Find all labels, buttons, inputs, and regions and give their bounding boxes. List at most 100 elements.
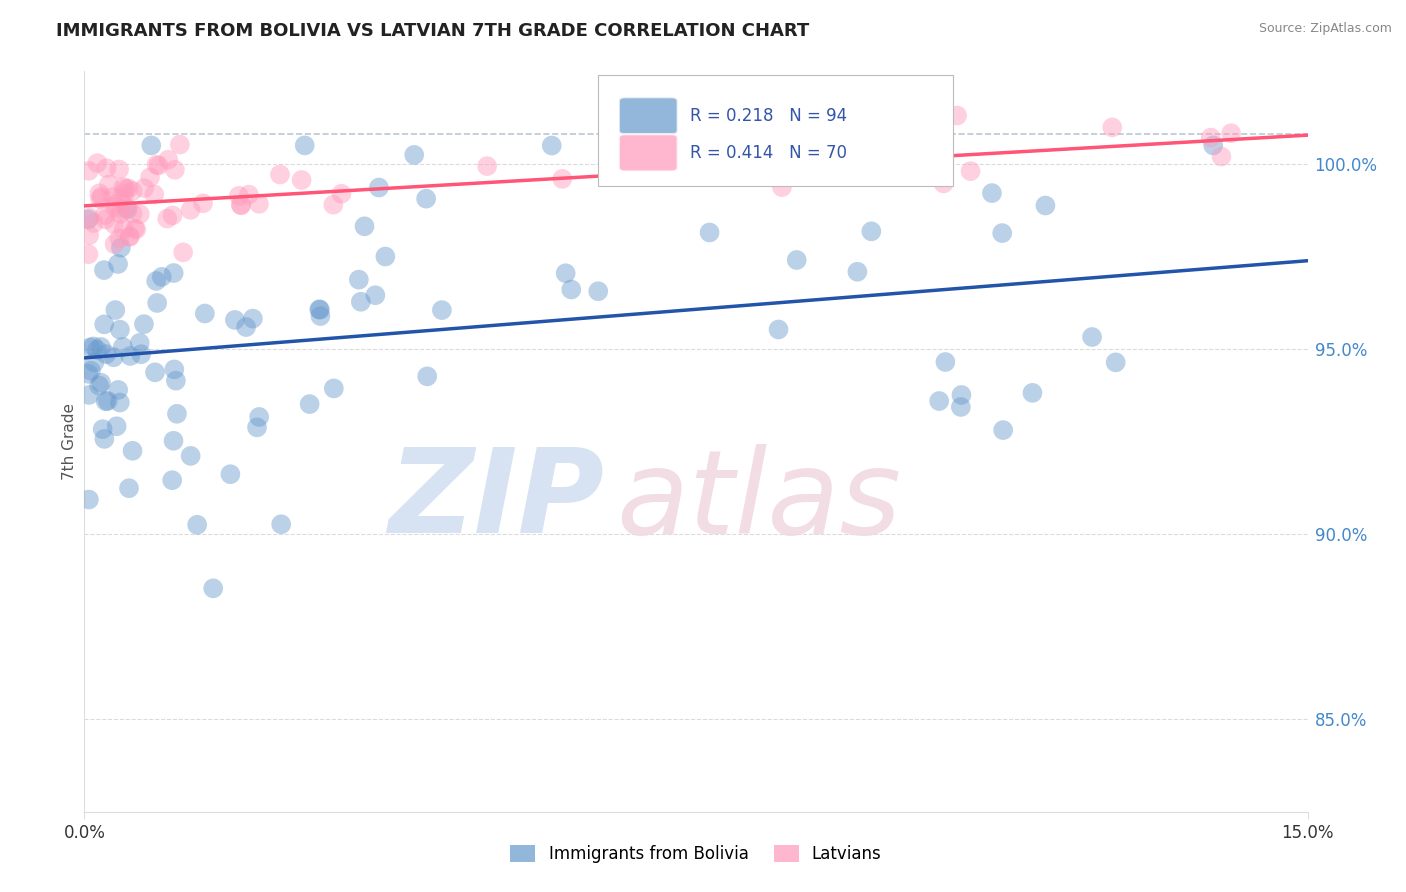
Point	[768, 322, 790, 336]
Point	[97, 178, 120, 192]
Point	[94, 208, 117, 222]
Point	[89, 186, 111, 201]
Point	[160, 473, 183, 487]
Point	[86, 156, 108, 170]
Point	[101, 190, 124, 204]
Point	[981, 186, 1004, 200]
Point	[110, 192, 132, 206]
Point	[934, 355, 956, 369]
Point	[350, 294, 373, 309]
Point	[83, 355, 105, 369]
Point	[134, 181, 156, 195]
Point	[169, 137, 191, 152]
Text: atlas: atlas	[616, 443, 901, 558]
Text: R = 0.414   N = 70: R = 0.414 N = 70	[690, 144, 846, 161]
Point	[108, 395, 131, 409]
Point	[121, 443, 143, 458]
Point	[1211, 149, 1233, 163]
Point	[294, 138, 316, 153]
Point	[121, 206, 143, 220]
Point	[146, 296, 169, 310]
Point	[1035, 198, 1057, 212]
Point	[125, 222, 148, 236]
Point	[114, 186, 136, 201]
Point	[141, 138, 163, 153]
Text: R = 0.218   N = 94: R = 0.218 N = 94	[690, 107, 846, 125]
Point	[104, 303, 127, 318]
Point	[148, 159, 170, 173]
Point	[77, 492, 100, 507]
Point	[93, 263, 115, 277]
Point	[172, 245, 194, 260]
Point	[93, 432, 115, 446]
Point	[374, 250, 396, 264]
Point	[112, 180, 135, 194]
Point	[79, 211, 101, 225]
Point	[841, 161, 863, 176]
Point	[228, 189, 250, 203]
Point	[269, 168, 291, 182]
Point	[932, 177, 955, 191]
Point	[475, 159, 498, 173]
Point	[163, 162, 186, 177]
Point	[124, 221, 146, 235]
Point	[991, 226, 1014, 240]
Point	[118, 229, 141, 244]
Point	[308, 302, 330, 317]
Point	[231, 198, 253, 212]
Point	[118, 481, 141, 495]
Point	[108, 323, 131, 337]
Point	[96, 161, 118, 176]
Point	[846, 265, 869, 279]
FancyBboxPatch shape	[598, 75, 953, 186]
Point	[699, 226, 721, 240]
Point	[145, 158, 167, 172]
Point	[90, 340, 112, 354]
Point	[309, 309, 332, 323]
Point	[156, 211, 179, 226]
Point	[90, 189, 112, 203]
Point	[946, 108, 969, 122]
Point	[162, 208, 184, 222]
Point	[235, 320, 257, 334]
Point	[430, 303, 453, 318]
Point	[104, 200, 127, 214]
Text: IMMIGRANTS FROM BOLIVIA VS LATVIAN 7TH GRADE CORRELATION CHART: IMMIGRANTS FROM BOLIVIA VS LATVIAN 7TH G…	[56, 22, 810, 40]
Point	[103, 237, 125, 252]
Point	[94, 212, 117, 227]
Point	[82, 339, 104, 353]
Point	[1105, 355, 1128, 369]
Point	[1220, 126, 1243, 140]
Point	[180, 449, 202, 463]
Point	[77, 247, 100, 261]
Point	[104, 196, 127, 211]
Point	[560, 283, 582, 297]
Point	[105, 419, 128, 434]
Legend: Immigrants from Bolivia, Latvians: Immigrants from Bolivia, Latvians	[503, 838, 889, 870]
Point	[166, 407, 188, 421]
Y-axis label: 7th Grade: 7th Grade	[62, 403, 77, 480]
Point	[219, 467, 242, 482]
Point	[860, 224, 883, 238]
Point	[416, 369, 439, 384]
Point	[114, 182, 136, 196]
FancyBboxPatch shape	[619, 97, 678, 135]
Point	[202, 582, 225, 596]
Point	[540, 138, 562, 153]
Point	[110, 241, 132, 255]
Text: Source: ZipAtlas.com: Source: ZipAtlas.com	[1258, 22, 1392, 36]
Point	[143, 365, 166, 379]
Point	[77, 163, 100, 178]
Point	[404, 148, 426, 162]
Point	[103, 350, 125, 364]
Point	[91, 422, 114, 436]
Point	[364, 288, 387, 302]
Point	[247, 196, 270, 211]
Point	[298, 397, 321, 411]
Point	[94, 394, 117, 409]
Point	[991, 423, 1014, 437]
Point	[162, 434, 184, 448]
Point	[115, 201, 138, 215]
Point	[93, 318, 115, 332]
Point	[586, 284, 609, 298]
